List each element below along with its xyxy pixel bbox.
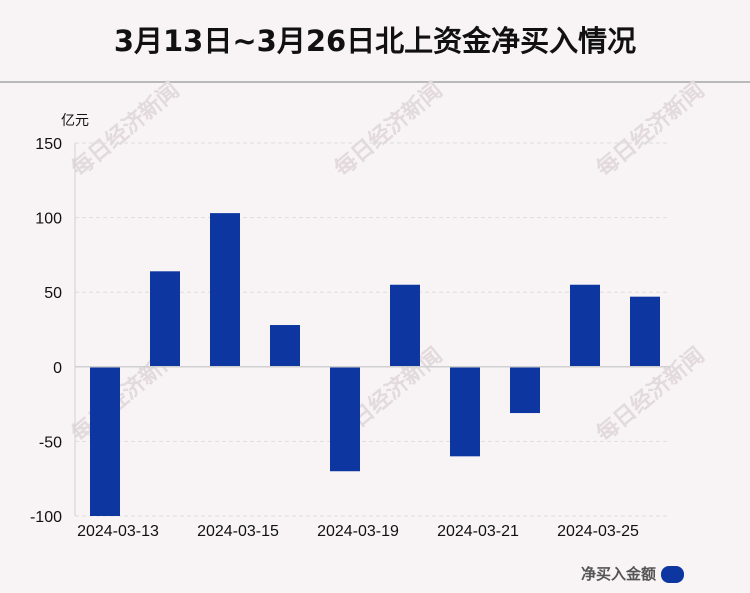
bars: [90, 213, 660, 516]
y-tick-label: -100: [30, 509, 62, 526]
legend-swatch: [661, 566, 684, 583]
watermark-text: 每日经济新闻: [67, 77, 185, 182]
y-axis-unit-label: 亿元: [61, 113, 89, 129]
bar-2024-03-25: [570, 284, 600, 367]
y-tick-label: 0: [53, 360, 62, 377]
bar-2024-03-21: [450, 366, 480, 457]
bar-2024-03-15: [210, 213, 240, 367]
y-axis-ticks: 150 100 50 0 -50 -100: [30, 136, 62, 526]
watermark-text: 每日经济新闻: [330, 77, 448, 182]
bar-2024-03-13: [90, 366, 120, 516]
legend-label: 净买入金额: [581, 565, 656, 583]
chart-title: 3月13日~3月26日北上资金净买入情况: [113, 24, 637, 58]
y-tick-label: 150: [35, 136, 62, 153]
x-tick-label: 2024-03-15: [197, 523, 279, 540]
bar-2024-03-20: [390, 284, 420, 367]
y-tick-label: 100: [35, 211, 62, 228]
bar-2024-03-26: [630, 296, 660, 367]
x-tick-label: 2024-03-25: [557, 523, 639, 540]
x-tick-label: 2024-03-19: [317, 523, 399, 540]
x-axis-ticks: 2024-03-13 2024-03-15 2024-03-19 2024-03-21…: [77, 523, 639, 540]
title-divider: [0, 81, 750, 83]
y-tick-label: -50: [39, 434, 62, 451]
legend: 净买入金额: [581, 565, 684, 583]
x-tick-label: 2024-03-21: [437, 523, 519, 540]
bar-2024-03-22: [510, 366, 540, 414]
y-tick-label: 50: [44, 285, 62, 302]
bar-2024-03-18: [270, 325, 300, 367]
axes: [74, 143, 670, 516]
bar-2024-03-14: [150, 271, 180, 367]
x-tick-label: 2024-03-13: [77, 523, 159, 540]
watermark-text: 每日经济新闻: [592, 77, 710, 182]
bar-2024-03-19: [330, 366, 360, 472]
